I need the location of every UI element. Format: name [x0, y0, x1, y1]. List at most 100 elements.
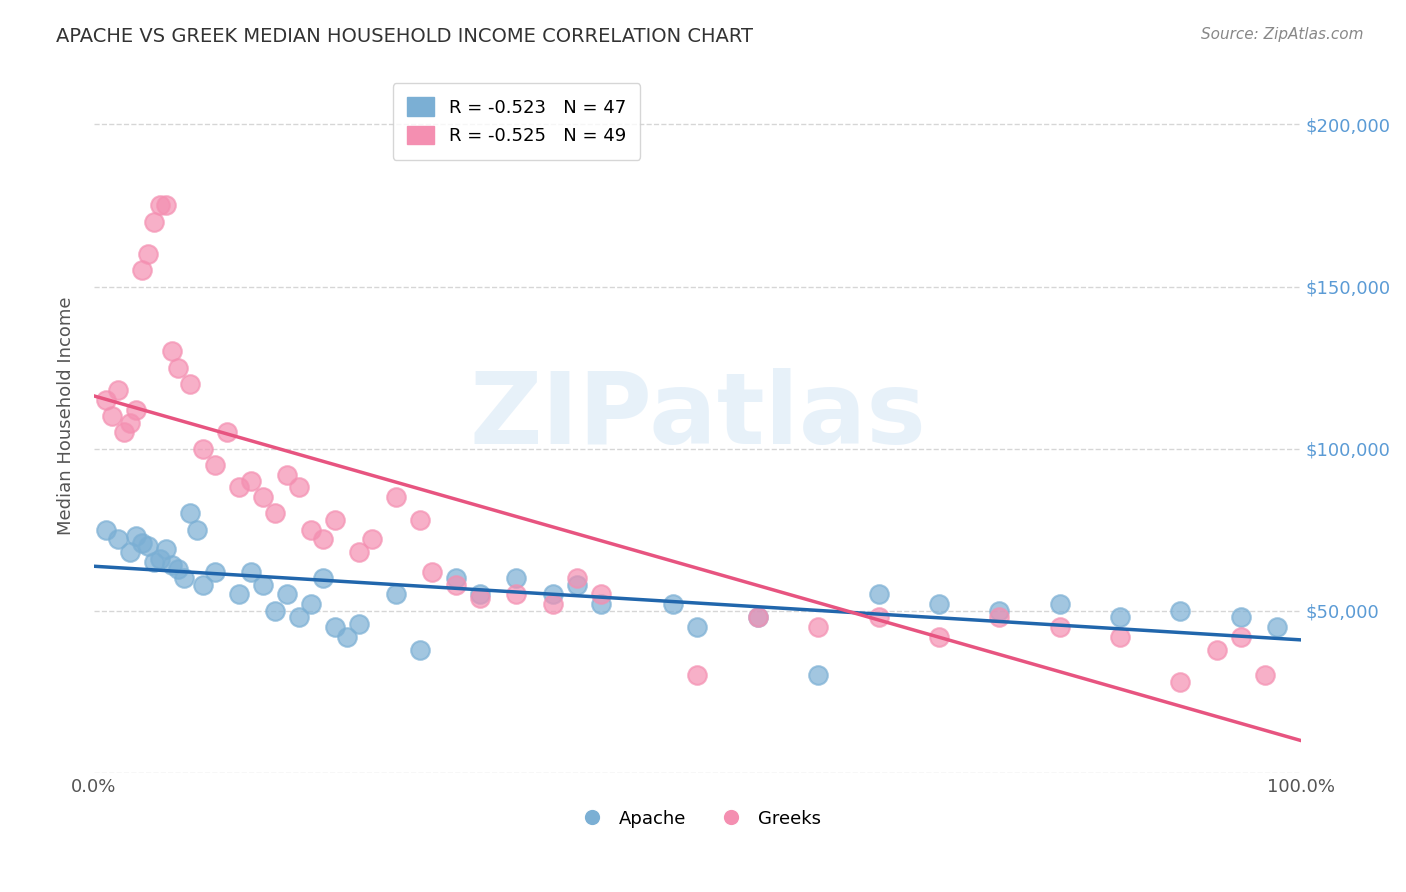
Apache [1049, 597, 1071, 611]
Greeks [179, 376, 201, 391]
Apache [173, 571, 195, 585]
Apache [204, 565, 226, 579]
Greeks [505, 587, 527, 601]
Apache [686, 620, 709, 634]
Apache [179, 507, 201, 521]
Greeks [1109, 630, 1132, 644]
Greeks [288, 481, 311, 495]
Greeks [299, 523, 322, 537]
Apache [239, 565, 262, 579]
Apache [162, 558, 184, 573]
Greeks [325, 513, 347, 527]
Greeks [686, 668, 709, 682]
Apache [928, 597, 950, 611]
Apache [1229, 610, 1251, 624]
Greeks [112, 425, 135, 440]
Apache [131, 535, 153, 549]
Apache [1265, 620, 1288, 634]
Greeks [807, 620, 830, 634]
Greeks [239, 474, 262, 488]
Apache [186, 523, 208, 537]
Greeks [409, 513, 432, 527]
Greeks [589, 587, 612, 601]
Greeks [928, 630, 950, 644]
Greeks [155, 198, 177, 212]
Apache [988, 604, 1011, 618]
Apache [125, 529, 148, 543]
Apache [1109, 610, 1132, 624]
Greeks [215, 425, 238, 440]
Apache [470, 587, 492, 601]
Apache [409, 642, 432, 657]
Greeks [1168, 675, 1191, 690]
Greeks [1049, 620, 1071, 634]
Y-axis label: Median Household Income: Median Household Income [58, 297, 75, 535]
Greeks [131, 263, 153, 277]
Greeks [136, 247, 159, 261]
Greeks [988, 610, 1011, 624]
Apache [120, 545, 142, 559]
Greeks [228, 481, 250, 495]
Apache [143, 555, 166, 569]
Apache [541, 587, 564, 601]
Greeks [125, 402, 148, 417]
Greeks [107, 383, 129, 397]
Apache [349, 616, 371, 631]
Text: APACHE VS GREEK MEDIAN HOUSEHOLD INCOME CORRELATION CHART: APACHE VS GREEK MEDIAN HOUSEHOLD INCOME … [56, 27, 754, 45]
Greeks [384, 490, 406, 504]
Greeks [120, 416, 142, 430]
Greeks [868, 610, 890, 624]
Apache [505, 571, 527, 585]
Greeks [204, 458, 226, 472]
Greeks [349, 545, 371, 559]
Greeks [276, 467, 298, 482]
Greeks [312, 533, 335, 547]
Apache [155, 542, 177, 557]
Apache [662, 597, 685, 611]
Apache [312, 571, 335, 585]
Text: ZIPatlas: ZIPatlas [470, 368, 927, 465]
Apache [1168, 604, 1191, 618]
Greeks [360, 533, 382, 547]
Apache [276, 587, 298, 601]
Greeks [1205, 642, 1227, 657]
Greeks [264, 507, 287, 521]
Apache [94, 523, 117, 537]
Text: Source: ZipAtlas.com: Source: ZipAtlas.com [1201, 27, 1364, 42]
Apache [228, 587, 250, 601]
Greeks [162, 344, 184, 359]
Greeks [167, 360, 190, 375]
Greeks [470, 591, 492, 605]
Legend: Apache, Greeks: Apache, Greeks [567, 803, 828, 835]
Greeks [143, 215, 166, 229]
Greeks [565, 571, 588, 585]
Apache [264, 604, 287, 618]
Apache [191, 578, 214, 592]
Apache [136, 539, 159, 553]
Greeks [420, 565, 443, 579]
Apache [807, 668, 830, 682]
Apache [167, 561, 190, 575]
Greeks [191, 442, 214, 456]
Apache [589, 597, 612, 611]
Greeks [252, 490, 274, 504]
Apache [107, 533, 129, 547]
Apache [384, 587, 406, 601]
Apache [565, 578, 588, 592]
Greeks [94, 392, 117, 407]
Apache [444, 571, 467, 585]
Apache [149, 551, 172, 566]
Apache [288, 610, 311, 624]
Apache [747, 610, 769, 624]
Apache [868, 587, 890, 601]
Greeks [101, 409, 124, 424]
Apache [252, 578, 274, 592]
Apache [336, 630, 359, 644]
Apache [299, 597, 322, 611]
Greeks [1229, 630, 1251, 644]
Greeks [1254, 668, 1277, 682]
Greeks [747, 610, 769, 624]
Apache [325, 620, 347, 634]
Greeks [541, 597, 564, 611]
Greeks [149, 198, 172, 212]
